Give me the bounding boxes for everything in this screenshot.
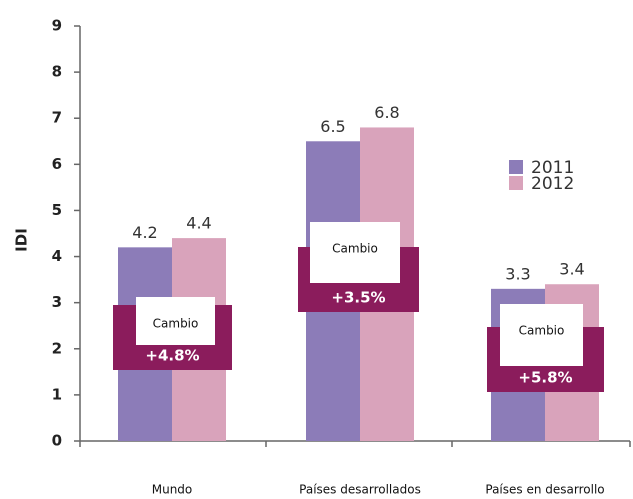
legend-swatch	[509, 160, 523, 174]
y-tick-label: 2	[52, 339, 62, 357]
annotation-inner	[310, 222, 400, 283]
legend-label: 2012	[531, 174, 574, 194]
y-tick-label: 3	[52, 293, 62, 311]
y-tick-label: 0	[52, 432, 62, 450]
y-tick-label: 4	[52, 247, 62, 265]
annotation-title: Cambio	[519, 324, 565, 338]
annotation-title: Cambio	[153, 317, 199, 331]
y-tick-label: 6	[52, 155, 62, 173]
legend-swatch	[509, 176, 523, 190]
legend-label: 2011	[531, 158, 574, 178]
annotation-inner	[500, 304, 583, 366]
value-label: 4.2	[132, 223, 157, 242]
y-tick-label: 1	[52, 385, 62, 403]
annotation-text: +3.5%	[331, 289, 385, 307]
x-tick-label: Países desarrollados	[299, 483, 421, 497]
annotation-title: Cambio	[332, 242, 378, 256]
value-label: 6.8	[374, 103, 399, 122]
value-label: 3.3	[505, 264, 530, 283]
y-tick-label: 8	[52, 63, 62, 81]
y-tick-label: 9	[52, 17, 62, 35]
annotation-inner	[136, 297, 215, 345]
x-tick-label: Países en desarrollo	[485, 483, 604, 497]
value-label: 3.4	[559, 260, 584, 279]
x-tick-label: Mundo	[152, 483, 193, 497]
y-tick-label: 5	[52, 201, 62, 219]
value-label: 6.5	[320, 117, 345, 136]
annotation-text: +4.8%	[145, 347, 199, 365]
annotation-text: +5.8%	[518, 369, 572, 387]
value-label: 4.4	[186, 214, 211, 233]
y-axis-label: IDI	[13, 228, 31, 252]
y-tick-label: 7	[52, 109, 62, 127]
